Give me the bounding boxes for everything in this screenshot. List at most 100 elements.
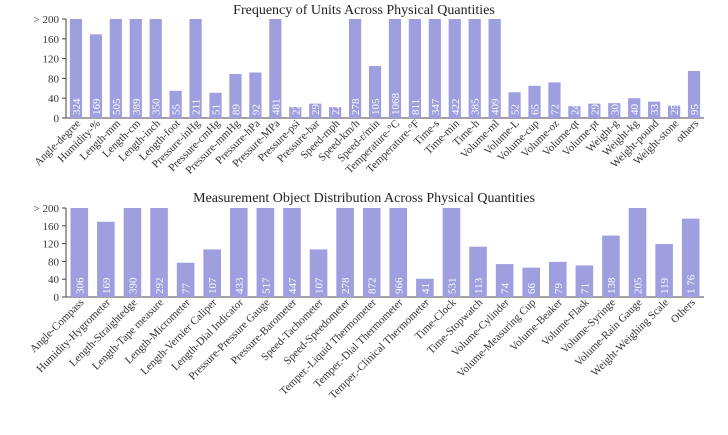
units-bar <box>408 19 422 118</box>
units-bar <box>209 92 222 118</box>
objects-value-label: 119 <box>659 277 671 294</box>
units-bar <box>548 82 561 118</box>
objects-value-label: 1 76 <box>686 274 698 294</box>
units-bar <box>388 19 402 118</box>
objects-value-label: 74 <box>500 283 512 295</box>
objects-bar <box>97 221 115 297</box>
objects-bar <box>203 249 222 297</box>
units-bar <box>448 19 461 118</box>
units-value-label: 324 <box>71 98 83 115</box>
units-chart: Frequency of Units Across Physical Quant… <box>32 3 704 177</box>
objects-value-label: 872 <box>367 278 379 295</box>
units-bar <box>428 19 441 118</box>
units-bar <box>129 19 142 118</box>
units-bar <box>508 92 521 118</box>
objects-value-label: 433 <box>234 277 246 294</box>
units-value-label: 211 <box>191 99 203 115</box>
objects-value-label: 966 <box>393 277 405 294</box>
units-value-label: 52 <box>510 104 522 115</box>
units-value-label: 422 <box>450 99 462 116</box>
units-bar <box>588 103 601 118</box>
objects-chart-title: Measurement Object Distribution Across P… <box>193 191 535 206</box>
units-value-label: 169 <box>91 98 103 115</box>
objects-bar <box>655 244 673 297</box>
objects-y-tick-label: 40 <box>48 274 60 286</box>
objects-bar <box>70 208 89 297</box>
units-value-label: 89 <box>230 104 242 116</box>
units-bar <box>368 66 382 118</box>
units-y-tick-label: 120 <box>43 54 60 66</box>
objects-value-label: 66 <box>526 283 538 295</box>
objects-bar <box>362 208 381 297</box>
objects-value-label: 531 <box>446 278 458 295</box>
units-bar <box>667 105 681 118</box>
units-bar <box>69 19 83 118</box>
units-value-label: 55 <box>171 104 183 116</box>
objects-bar <box>176 262 195 297</box>
units-y-tick-label: 160 <box>43 34 60 46</box>
units-bar <box>229 73 242 118</box>
units-value-label: 24 <box>569 104 581 116</box>
units-bar <box>568 106 581 118</box>
objects-bar <box>548 261 567 297</box>
objects-bar <box>309 249 328 297</box>
units-bar <box>309 103 322 118</box>
objects-y-tick-label: 160 <box>43 221 60 233</box>
objects-value-label: 517 <box>260 277 272 294</box>
units-value-label: 22 <box>330 104 342 115</box>
units-value-label: 65 <box>530 104 542 116</box>
objects-value-label: 41 <box>420 283 432 294</box>
units-bar <box>329 107 342 118</box>
objects-bar <box>628 208 647 297</box>
objects-value-label: 107 <box>314 277 326 294</box>
units-bar <box>687 70 701 118</box>
objects-value-label: 79 <box>553 283 565 295</box>
objects-bar <box>123 208 142 297</box>
units-chart-title: Frequency of Units Across Physical Quant… <box>233 3 495 18</box>
objects-y-tick-label: > 200 <box>34 203 60 215</box>
units-value-label: 481 <box>270 99 282 116</box>
units-bar <box>488 19 501 118</box>
objects-value-label: 71 <box>579 283 591 294</box>
objects-value-label: 113 <box>473 277 485 294</box>
units-bar <box>89 34 103 118</box>
units-value-label: 51 <box>211 104 223 115</box>
units-value-label: 1068 <box>390 93 402 116</box>
units-bar <box>608 103 621 118</box>
objects-value-label: 306 <box>74 277 86 294</box>
units-bar <box>249 72 262 118</box>
units-value-label: 278 <box>350 98 362 115</box>
units-bar <box>149 19 162 118</box>
units-bar <box>528 85 541 118</box>
objects-value-label: 205 <box>633 277 645 294</box>
objects-value-label: 138 <box>606 277 618 294</box>
units-y-tick-label: > 200 <box>34 14 60 26</box>
objects-bar <box>416 278 434 297</box>
objects-value-label: 390 <box>127 277 139 294</box>
units-bar <box>269 19 282 118</box>
units-value-label: 347 <box>430 98 442 115</box>
units-value-label: 389 <box>131 98 143 115</box>
units-value-label: 350 <box>151 98 163 115</box>
objects-y-tick-label: 120 <box>43 239 60 251</box>
objects-bar <box>336 208 354 297</box>
units-category-label: others <box>674 118 701 145</box>
objects-bar <box>229 208 248 297</box>
objects-category-label: Others <box>669 297 698 326</box>
units-value-label: 409 <box>490 98 502 115</box>
units-value-label: 95 <box>689 104 701 116</box>
objects-bar <box>469 246 487 297</box>
units-value-label: 385 <box>470 98 482 115</box>
objects-value-label: 278 <box>340 277 352 294</box>
units-value-label: 811 <box>410 99 422 115</box>
objects-value-label: 169 <box>101 277 113 294</box>
units-value-label: 40 <box>629 104 641 116</box>
objects-value-label: 292 <box>154 278 166 295</box>
units-value-label: 29 <box>310 104 322 116</box>
objects-chart: Measurement Object Distribution Across P… <box>28 191 704 402</box>
units-bar <box>468 19 481 118</box>
units-value-label: 25 <box>669 104 681 116</box>
units-value-label: 30 <box>609 104 621 116</box>
objects-bar <box>283 208 301 297</box>
